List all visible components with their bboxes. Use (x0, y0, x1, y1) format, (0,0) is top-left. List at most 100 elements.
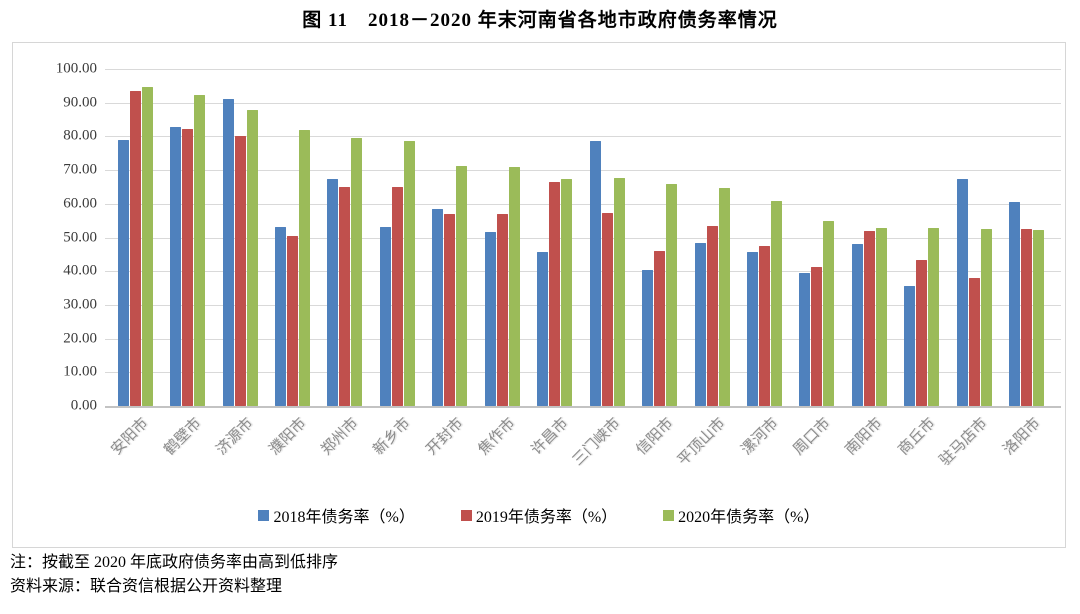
bar-2020 (141, 87, 153, 406)
gridline (105, 136, 1061, 138)
bar-2018 (170, 126, 182, 406)
y-tick-label: 70.00 (63, 161, 97, 178)
bar-group (633, 69, 685, 406)
footer-notes: 注：按截至 2020 年底政府债务率由高到低排序 资料来源：联合资信根据公开资料… (10, 551, 338, 599)
y-tick-label: 60.00 (63, 195, 97, 212)
x-axis-line (105, 406, 1061, 408)
bar-2018 (694, 242, 706, 406)
bar-group (738, 69, 790, 406)
bar-group (581, 69, 633, 406)
x-tick-label: 许昌市 (528, 415, 572, 459)
y-tick-label: 50.00 (63, 229, 97, 245)
gridline (105, 304, 1061, 306)
bar-2019 (444, 213, 456, 406)
bar-2018 (484, 232, 496, 406)
y-axis-labels: 0.00 10.00 20.00 30.00 40.00 50.00 60.00 70.00 8… (13, 61, 97, 413)
bar-2018 (275, 226, 287, 406)
bar-2019 (1021, 229, 1033, 406)
y-tick-label: 40.00 (63, 262, 97, 279)
bar-2019 (339, 187, 351, 406)
x-tick-label: 平顶山市 (674, 415, 729, 470)
legend-swatch-icon (258, 509, 270, 521)
x-tick-label: 济源市 (213, 415, 257, 459)
bar-2019 (182, 129, 194, 406)
x-tick-label: 开封市 (423, 415, 467, 459)
note-line-2: 资料来源：联合资信根据公开资料整理 (10, 578, 283, 595)
bar-2020 (194, 94, 206, 406)
y-tick-label: 30.00 (63, 296, 97, 313)
note-line-1: 注：按截至 2020 年底政府债务率由高到低排序 (10, 554, 339, 571)
bar-2020 (246, 110, 258, 406)
bar-group (686, 69, 738, 406)
gridlines-layer (105, 69, 1061, 408)
bar-group (791, 69, 843, 406)
bar-group (476, 69, 528, 406)
bar-2019 (968, 277, 980, 406)
x-tick-label: 南阳市 (842, 415, 887, 459)
bar-2018 (1009, 202, 1021, 406)
bar-2018 (851, 243, 863, 406)
bar-2018 (537, 252, 549, 406)
x-tick-label: 鹤壁市 (161, 415, 205, 459)
gridline (105, 237, 1061, 239)
bar-2020 (508, 166, 520, 406)
bar-2019 (391, 186, 403, 406)
bar-2020 (823, 221, 835, 406)
bar-2018 (327, 178, 339, 406)
bar-2019 (654, 250, 666, 406)
x-tick-label: 濮阳市 (266, 415, 310, 459)
bar-group (109, 69, 161, 406)
bar-2019 (601, 212, 613, 406)
bar-2019 (129, 90, 141, 406)
bar-2018 (222, 99, 234, 406)
bar-2018 (117, 140, 129, 406)
bar-2018 (746, 251, 758, 406)
legend-swatch-icon (663, 509, 675, 521)
bar-2018 (956, 178, 968, 406)
bar-group (896, 69, 948, 406)
legend-label: 2019年债务率（%） (475, 509, 618, 526)
bar-group (161, 69, 213, 406)
gridline (105, 271, 1061, 273)
x-tick-label: 信阳市 (633, 415, 677, 459)
bar-2018 (589, 141, 601, 406)
legend-item: 2019年债务率（%） (460, 503, 618, 527)
x-tick-label: 焦作市 (475, 415, 519, 459)
bar-2019 (916, 260, 928, 406)
bar-2020 (928, 227, 940, 406)
gridline (105, 69, 1061, 70)
x-tick-label: 周口市 (790, 415, 834, 459)
x-tick-label: 安阳市 (108, 415, 152, 459)
bar-2018 (642, 269, 654, 406)
bar-2019 (234, 136, 246, 406)
legend-item: 2020年债务率（%） (663, 503, 820, 527)
gridline (105, 203, 1061, 205)
legend-item: 2018年债务率（%） (258, 503, 415, 527)
x-tick-label: 郑州市 (318, 415, 362, 459)
bar-2019 (811, 266, 823, 406)
bar-2018 (904, 285, 916, 406)
bar-2019 (706, 225, 718, 406)
x-axis-labels: 安阳市 鹤壁市 济源市 濮阳市 郑州市 新乡市 开封市 焦作市 许昌市 三门峡市 信阳市 平顶山市 漯河… (109, 406, 1053, 506)
bar-2020 (351, 137, 363, 406)
y-tick-label: 90.00 (63, 94, 97, 111)
bar-2020 (980, 229, 992, 406)
gridline (105, 338, 1061, 340)
bar-group (266, 69, 318, 406)
x-tick-label: 驻马店市 (937, 415, 991, 470)
bar-2019 (758, 246, 770, 406)
y-tick-label: 0.00 (70, 397, 97, 414)
gridline (105, 170, 1061, 172)
legend: 2018年债务率（%） 2019年债务率（%） 2020年债务率（%） (13, 503, 1065, 527)
bar-group (529, 69, 581, 406)
bar-2019 (549, 181, 561, 406)
legend-label: 2018年债务率（%） (273, 509, 415, 526)
x-tick-label: 洛阳市 (1000, 415, 1044, 459)
gridline (105, 102, 1061, 104)
bar-group (424, 69, 476, 406)
legend-label: 2020年债务率（%） (678, 509, 820, 526)
bar-2018 (432, 208, 444, 406)
gridline (105, 372, 1061, 374)
bar-2020 (1033, 230, 1045, 406)
